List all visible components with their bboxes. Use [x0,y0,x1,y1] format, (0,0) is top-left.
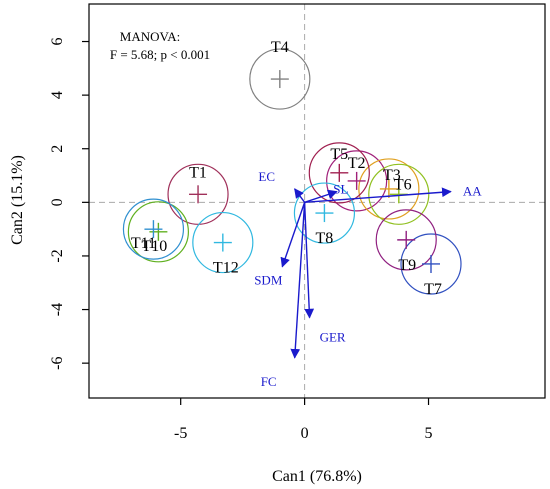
confidence-circle-t1 [167,163,229,225]
treatment-label-t4: T4 [271,39,289,56]
confidence-circle-t10 [127,201,189,263]
vector-label-sdm: SDM [254,273,283,288]
centroid-marker-t5 [330,163,349,182]
variable-vectors-layer: AA SL EC SDM GER FC [254,169,482,389]
treatment-label-t9: T9 [398,257,416,274]
vector-label-ger: GER [320,330,346,345]
annotation-line1: MANOVA: [120,29,180,44]
y-tick-label: 0 [49,198,66,206]
y-tick-label: 6 [49,38,66,46]
treatment-label-t12: T12 [213,260,239,277]
centroid-marker-t11 [144,220,163,239]
centroid-marker-t4 [270,70,289,89]
centroid-marker-t10 [149,222,168,241]
annotation-line2: F = 5.68; p < 0.001 [110,47,210,62]
y-axis-title: Can2 (15.1%) [9,155,26,245]
confidence-circle-t12 [192,211,254,274]
axes-layer: -5 0 5 -6 -4 -2 0 2 4 6 [49,3,546,442]
confidence-circles-layer [122,48,462,295]
confidence-circle-t4 [249,48,311,110]
x-axis-title: Can1 (76.8%) [272,468,362,485]
x-tick-label: 5 [425,425,433,442]
confidence-circle-t5 [308,142,370,204]
treatment-label-t3: T3 [383,167,401,184]
treatment-label-t1: T1 [189,164,207,181]
confidence-circle-t2 [326,150,388,212]
y-tick-label: 4 [49,91,66,99]
vector-label-ec: EC [258,169,275,184]
treatment-label-t8: T8 [316,230,334,247]
vector-fc [290,202,306,359]
treatment-label-t7: T7 [424,281,442,298]
vector-ger [303,202,315,319]
vector-sdm [280,202,306,268]
treatment-label-t5: T5 [330,146,348,163]
centroid-markers-layer [144,70,440,273]
x-tick-label: -5 [174,425,187,442]
confidence-circle-t11 [122,198,185,260]
centroid-marker-t12 [213,233,232,252]
treatment-label-t6: T6 [394,176,412,193]
centroid-marker-t7 [422,254,440,273]
vector-label-sl: SL [333,182,348,197]
y-tick-label: -6 [49,356,66,369]
treatment-label-t2: T2 [348,155,366,172]
centroid-marker-t1 [189,185,208,204]
plot-frame [88,3,546,399]
vector-ec [294,188,306,203]
vector-label-aa: AA [463,184,482,199]
vector-label-fc: FC [261,374,277,389]
confidence-circle-t9 [375,209,437,271]
confidence-circle-t3 [358,158,420,220]
x-tick-label: 0 [301,425,309,442]
treatment-label-t11: T11 [131,235,156,252]
vector-aa [304,187,452,204]
confidence-circle-t8 [293,182,356,244]
confidence-circle-t6 [368,163,430,225]
centroid-marker-t2 [347,171,366,190]
vector-sl [304,189,338,204]
centroid-marker-t8 [315,204,334,223]
confidence-circle-t7 [400,233,462,295]
treatment-label-t10: T10 [142,238,168,255]
y-tick-label: -4 [49,303,66,316]
centroid-marker-t9 [397,230,416,249]
centroid-marker-t3 [379,179,398,198]
y-tick-label: 2 [49,145,66,153]
y-tick-label: -2 [49,249,66,262]
